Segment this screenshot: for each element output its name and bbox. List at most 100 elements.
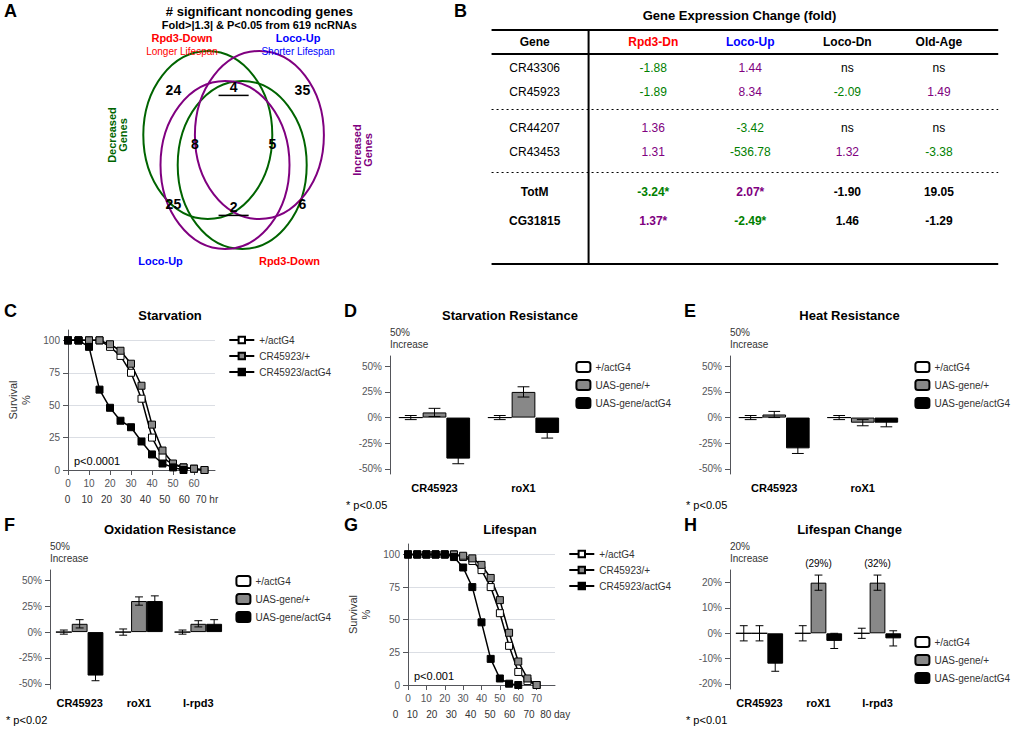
svg-text:CR45923: CR45923 xyxy=(751,482,797,494)
svg-text:C: C xyxy=(4,301,17,321)
svg-text:-2.49*: -2.49* xyxy=(734,214,766,228)
svg-text:# significant noncoding genes: # significant noncoding genes xyxy=(166,4,353,19)
svg-text:Oxidation Resistance: Oxidation Resistance xyxy=(104,522,236,537)
svg-text:A: A xyxy=(4,1,17,21)
svg-text:Increase: Increase xyxy=(50,553,89,564)
svg-text:+/actG4: +/actG4 xyxy=(599,549,635,560)
svg-text:75: 75 xyxy=(389,582,401,593)
svg-text:CR43453: CR43453 xyxy=(509,145,560,159)
svg-text:50%: 50% xyxy=(362,361,382,372)
svg-text:50%: 50% xyxy=(22,575,42,586)
svg-text:-25%: -25% xyxy=(359,438,382,449)
svg-text:24: 24 xyxy=(166,82,182,98)
svg-text:CR45923/+: CR45923/+ xyxy=(599,565,650,576)
svg-text:75: 75 xyxy=(49,367,61,378)
svg-text:+/actG4: +/actG4 xyxy=(255,576,291,587)
svg-text:Increase: Increase xyxy=(390,339,429,350)
svg-text:CR45923: CR45923 xyxy=(56,697,102,709)
svg-text:0: 0 xyxy=(394,680,400,691)
svg-text:Lifespan: Lifespan xyxy=(483,522,537,537)
svg-text:Rpd3-Down: Rpd3-Down xyxy=(151,32,212,44)
svg-text:8.34: 8.34 xyxy=(739,85,763,99)
svg-text:50%: 50% xyxy=(50,541,70,552)
svg-text:CR45923/actG4: CR45923/actG4 xyxy=(599,581,671,592)
svg-text:-25%: -25% xyxy=(19,652,42,663)
svg-text:+/actG4: +/actG4 xyxy=(934,362,970,373)
svg-text:25: 25 xyxy=(49,432,61,443)
svg-text:CG31815: CG31815 xyxy=(509,214,561,228)
svg-text:Genes: Genes xyxy=(117,118,129,152)
svg-text:5: 5 xyxy=(268,136,276,152)
svg-text:0%: 0% xyxy=(708,412,723,423)
svg-text:Genes: Genes xyxy=(362,133,374,167)
svg-text:UAS-gene/actG4: UAS-gene/actG4 xyxy=(595,398,671,409)
svg-text:-2.09: -2.09 xyxy=(834,85,862,99)
svg-text:E: E xyxy=(684,301,696,321)
svg-text:* p<0.01: * p<0.01 xyxy=(686,714,727,726)
svg-text:ns: ns xyxy=(841,61,854,75)
svg-text:-3.38: -3.38 xyxy=(925,145,953,159)
svg-text:-20%: -20% xyxy=(699,678,722,689)
svg-text:UAS-gene/+: UAS-gene/+ xyxy=(255,594,310,605)
svg-text:Loco-Dn: Loco-Dn xyxy=(823,35,872,49)
svg-text:roX1: roX1 xyxy=(851,482,875,494)
svg-text:+/actG4: +/actG4 xyxy=(259,335,295,346)
svg-text:-10%: -10% xyxy=(699,653,722,664)
svg-text:UAS-gene/actG4: UAS-gene/actG4 xyxy=(934,673,1010,684)
svg-text:0: 0 xyxy=(65,478,71,489)
svg-text:0%: 0% xyxy=(368,412,383,423)
svg-text:* p<0.05: * p<0.05 xyxy=(346,499,387,511)
svg-text:Survival: Survival xyxy=(347,595,359,634)
svg-text:B: B xyxy=(454,1,467,21)
svg-text:UAS-gene/+: UAS-gene/+ xyxy=(595,380,650,391)
svg-text:H: H xyxy=(684,515,697,535)
svg-text:UAS-gene/actG4: UAS-gene/actG4 xyxy=(255,612,331,623)
svg-text:0 10 20 30 40 50 6: 0 10 20 30 40 50 60 70 80 day xyxy=(393,709,570,720)
svg-text:1.31: 1.31 xyxy=(642,145,666,159)
svg-text:%: % xyxy=(360,609,372,619)
svg-text:50%: 50% xyxy=(702,361,722,372)
svg-text:ns: ns xyxy=(933,61,946,75)
svg-text:0 10 20 30 40 50: 0 10 20 30 40 50 60 70 hr xyxy=(65,494,219,505)
svg-text:Gene: Gene xyxy=(520,35,550,49)
svg-text:4: 4 xyxy=(230,79,238,95)
svg-text:25%: 25% xyxy=(362,386,382,397)
svg-text:roX1: roX1 xyxy=(806,697,830,709)
svg-text:CR45923: CR45923 xyxy=(509,85,560,99)
svg-text:100: 100 xyxy=(383,549,400,560)
svg-text:I-rpd3: I-rpd3 xyxy=(183,697,214,709)
svg-text:Starvation Resistance: Starvation Resistance xyxy=(442,308,578,323)
svg-text:Loco-Up: Loco-Up xyxy=(138,255,183,267)
svg-text:50: 50 xyxy=(389,614,401,625)
svg-text:50: 50 xyxy=(494,693,506,704)
svg-text:-1.89: -1.89 xyxy=(640,85,668,99)
svg-text:20: 20 xyxy=(104,478,116,489)
svg-text:Rpd3-Dn: Rpd3-Dn xyxy=(628,35,678,49)
svg-text:0: 0 xyxy=(405,693,411,704)
svg-text:roX1: roX1 xyxy=(127,697,151,709)
svg-text:2: 2 xyxy=(230,199,238,215)
svg-text:10%: 10% xyxy=(702,602,722,613)
svg-text:1.36: 1.36 xyxy=(642,121,666,135)
svg-text:25: 25 xyxy=(166,196,182,212)
svg-text:50%: 50% xyxy=(730,327,750,338)
svg-text:20: 20 xyxy=(439,693,451,704)
svg-text:2.07*: 2.07* xyxy=(736,185,764,199)
svg-text:(29%): (29%) xyxy=(805,558,832,569)
svg-text:60: 60 xyxy=(513,693,525,704)
svg-text:UAS-gene/+: UAS-gene/+ xyxy=(934,380,989,391)
svg-text:F: F xyxy=(4,515,15,535)
svg-text:Rpd3-Down: Rpd3-Down xyxy=(259,255,320,267)
svg-text:1.49: 1.49 xyxy=(927,85,951,99)
svg-text:Increase: Increase xyxy=(730,553,769,564)
svg-text:roX1: roX1 xyxy=(511,482,535,494)
svg-text:1.37*: 1.37* xyxy=(639,214,667,228)
svg-text:-3.42: -3.42 xyxy=(737,121,765,135)
svg-text:+/actG4: +/actG4 xyxy=(934,637,970,648)
svg-text:100: 100 xyxy=(43,335,60,346)
svg-text:19.05: 19.05 xyxy=(924,185,954,199)
svg-text:D: D xyxy=(344,301,357,321)
svg-text:+/actG4: +/actG4 xyxy=(595,362,631,373)
svg-text:40: 40 xyxy=(146,478,158,489)
svg-text:30: 30 xyxy=(125,478,137,489)
